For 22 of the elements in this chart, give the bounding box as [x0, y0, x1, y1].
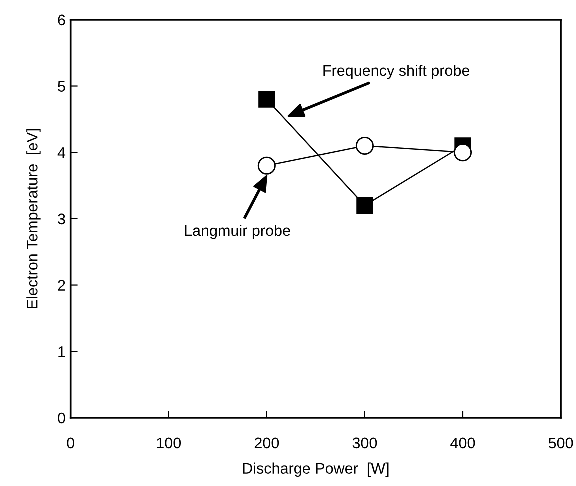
point — [454, 144, 472, 162]
x-tick-label: 300 — [352, 438, 378, 449]
point — [258, 156, 276, 175]
y-tick-label: 2 — [58, 280, 66, 291]
x-tick-label: 100 — [157, 438, 182, 449]
x-tick-label: 500 — [548, 438, 574, 449]
point — [356, 197, 374, 214]
y-tick-label: 3 — [58, 214, 66, 225]
annotation: Langmuir probe — [185, 224, 290, 240]
point — [258, 91, 276, 108]
x-axis-title: Discharge Power [W] — [243, 462, 389, 477]
y-tick-label: 6 — [58, 14, 66, 26]
y-tick-label: 4 — [58, 148, 66, 158]
y-tick-label: 1 — [58, 346, 66, 358]
y-tick-label: 5 — [58, 81, 66, 92]
y-axis-title: Electron Temperature [eV] — [26, 129, 41, 308]
y-tick-label: 0 — [58, 412, 66, 424]
x-tick-label: 400 — [450, 438, 476, 449]
x-tick-label: 200 — [254, 438, 280, 449]
point — [356, 136, 374, 155]
annotation: Frequency shift probe — [324, 64, 470, 80]
x-tick-label: 0 — [67, 438, 74, 449]
